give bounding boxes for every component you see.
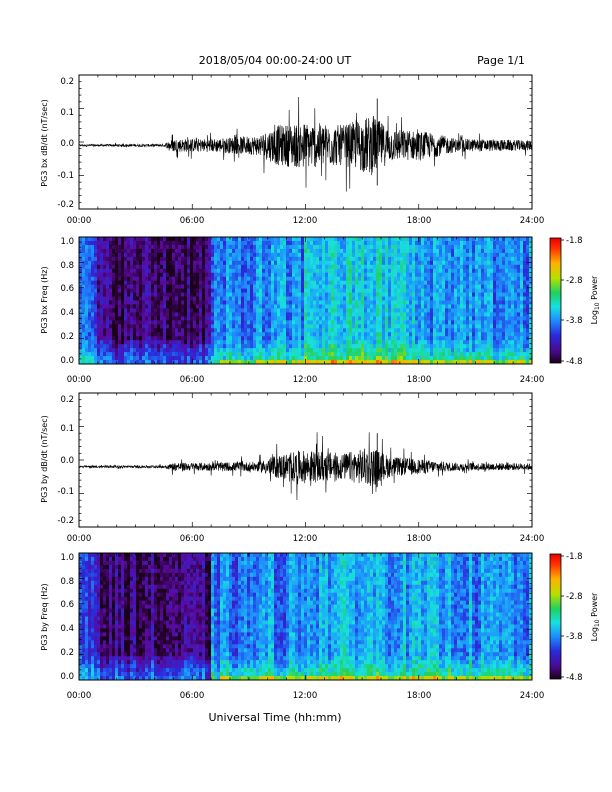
y-tick-label: 0.2 [60,395,74,405]
frame-by-dbdt [78,392,533,528]
y-axis-label-by-spectrogram: PG3 by Freq (Hz) [40,583,49,650]
y-tick-labels-bx-spectrogram: 1.0 0.8 0.6 0.4 0.2 0.0 [60,237,74,366]
frame-bx-dbdt [78,74,533,210]
colorbar-tick-label: -1.8 [566,236,583,246]
colorbar-label: Log10 Power [590,275,601,324]
trace-bx-dbdt [78,96,533,192]
x-tick-labels-bx-spectrogram: 00:00 06:00 12:00 18:00 24:00 [67,375,545,385]
y-tick-label: 0.0 [60,139,74,149]
spectrogram-bx [79,237,533,365]
y-tick-label: 1.0 [60,553,74,563]
y-tick-label: 0.8 [60,261,74,271]
frame-bx-spectrogram [78,236,533,365]
y-tick-label: -0.1 [57,171,74,181]
colorbar-tick-label: -3.8 [566,316,583,326]
y-tick-label: 0.4 [60,308,74,318]
y-tick-label: 0.0 [60,456,74,466]
colorbar-tick-label: -4.8 [566,357,583,367]
x-tick-label: 12:00 [293,534,318,544]
x-tick-label: 00:00 [67,691,92,701]
colorbar-gradient [549,237,562,364]
x-tick-labels-by-spectrogram: 00:00 06:00 12:00 18:00 24:00 [67,691,545,701]
x-tick-label: 24:00 [520,534,545,544]
colorbar-by: -1.8 -2.8 -3.8 -4.8 Log10 Power [549,552,601,683]
y-tick-label: 0.0 [60,672,74,682]
x-tick-labels-by-dbdt: 00:00 06:00 12:00 18:00 24:00 [67,534,545,544]
x-tick-labels-bx-dbdt: 00:00 06:00 12:00 18:00 24:00 [67,216,545,226]
y-tick-label: 0.4 [60,624,74,634]
y-tick-label: 0.1 [60,424,74,434]
y-tick-label: -0.1 [57,487,74,497]
y-tick-label: 0.2 [60,332,74,342]
colorbar-gradient [549,553,562,680]
y-tick-labels-bx-dbdt: 0.2 0.1 0.0 -0.1 -0.2 [57,77,74,210]
colorbar-tick-label: -1.8 [566,552,583,562]
x-tick-label: 00:00 [67,534,92,544]
y-tick-label: 0.1 [60,108,74,118]
colorbar-tick-label: -4.8 [566,673,583,683]
y-tick-label: -0.2 [57,516,74,526]
y-axis-label-by-dbdt: PG3 by dB/dt (nT/sec) [40,415,49,502]
x-tick-label: 12:00 [293,375,318,385]
x-tick-label: 18:00 [407,534,432,544]
panel-bx-spectrogram: PG3 bx Freq (Hz) 1.0 0.8 0.6 0.4 0.2 0.0… [40,236,601,385]
y-axis-label-bx-spectrogram: PG3 bx Freq (Hz) [40,266,49,333]
x-tick-label: 12:00 [293,216,318,226]
x-tick-label: 24:00 [520,375,545,385]
x-tick-label: 00:00 [67,375,92,385]
x-tick-label: 12:00 [293,691,318,701]
panel-bx-dbdt: PG3 bx dB/dt (nT/sec) 0.2 0.1 0.0 -0.1 -… [40,74,545,226]
frame-by-spectrogram [78,552,533,681]
x-tick-label: 06:00 [180,691,205,701]
panel-by-dbdt: PG3 by dB/dt (nT/sec) 0.2 0.1 0.0 -0.1 -… [40,392,545,544]
date-range-title: 2018/05/04 00:00-24:00 UT [199,54,352,67]
y-tick-label: 0.6 [60,284,74,294]
y-tick-label: 0.0 [60,356,74,366]
x-axis-title: Universal Time (hh:mm) [209,711,342,724]
colorbar-label: Log10 Power [590,592,601,641]
x-tick-label: 24:00 [520,216,545,226]
y-tick-labels-by-spectrogram: 1.0 0.8 0.6 0.4 0.2 0.0 [60,553,74,682]
y-tick-label: 0.2 [60,648,74,658]
x-tick-label: 18:00 [407,375,432,385]
panel-by-spectrogram: PG3 by Freq (Hz) 1.0 0.8 0.6 0.4 0.2 0.0… [40,552,601,701]
colorbar-tick-label: -3.8 [566,632,583,642]
trace-by-dbdt [78,432,533,500]
x-tick-label: 06:00 [180,534,205,544]
x-tick-label: 24:00 [520,691,545,701]
page-label: Page 1/1 [477,54,525,67]
spectrogram-by [79,553,533,681]
y-tick-label: -0.2 [57,200,74,210]
y-axis-label-bx-dbdt: PG3 bx dB/dt (nT/sec) [40,99,49,186]
y-tick-label: 1.0 [60,237,74,247]
y-tick-label: 0.6 [60,600,74,610]
colorbar-tick-label: -2.8 [566,592,583,602]
y-tick-label: 0.2 [60,77,74,87]
x-tick-label: 18:00 [407,691,432,701]
x-tick-label: 18:00 [407,216,432,226]
y-tick-labels-by-dbdt: 0.2 0.1 0.0 -0.1 -0.2 [57,395,74,526]
x-tick-label: 06:00 [180,216,205,226]
x-tick-label: 06:00 [180,375,205,385]
x-tick-label: 00:00 [67,216,92,226]
colorbar-tick-label: -2.8 [566,276,583,286]
y-tick-label: 0.8 [60,577,74,587]
colorbar-bx: -1.8 -2.8 -3.8 -4.8 Log10 Power [549,236,601,367]
